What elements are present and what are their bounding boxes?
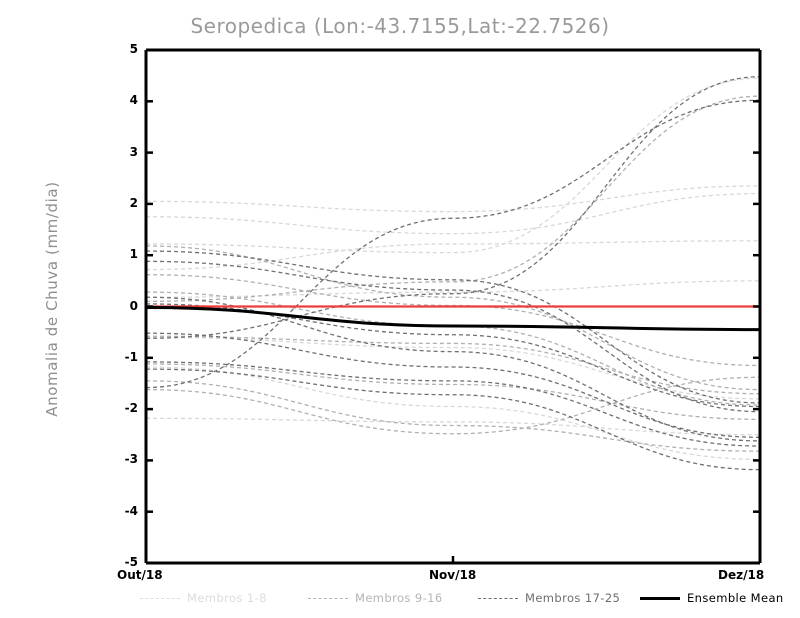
member-line: [146, 380, 760, 452]
y-tick-label: 0: [129, 298, 138, 313]
chart-title: Seropedica (Lon:-43.7155,Lat:-22.7526): [190, 14, 610, 38]
legend-item: Membros 1-8: [140, 589, 267, 607]
legend-item: Ensemble Mean: [640, 589, 784, 607]
member-line: [146, 417, 760, 436]
legend-label: Membros 9-16: [355, 591, 443, 605]
member-line: [146, 303, 760, 408]
y-tick-label: -2: [124, 401, 138, 416]
legend-line-swatch: [140, 597, 180, 599]
y-tick-label: 5: [129, 42, 138, 56]
member-line: [146, 250, 760, 404]
member-line: [146, 240, 760, 271]
chart-legend: Membros 1-8 Membros 9-16 Membros 17-25 Ense…: [140, 589, 800, 607]
member-line: [146, 280, 760, 298]
x-tick-label: Dez/18: [718, 568, 765, 582]
member-line: [146, 274, 760, 367]
member-line: [146, 368, 760, 471]
member-line: [146, 260, 760, 413]
member-line: [146, 77, 760, 254]
legend-item: Membros 17-25: [478, 589, 620, 607]
legend-line-swatch: [308, 597, 348, 599]
x-tick-label: Nov/18: [429, 568, 477, 582]
legend-line-swatch: [478, 597, 518, 599]
member-line: [146, 363, 760, 421]
legend-label: Ensemble Mean: [687, 591, 784, 605]
y-tick-label: -3: [124, 452, 138, 467]
member-line: [146, 335, 760, 395]
member-line: [146, 76, 760, 339]
legend-label: Membros 17-25: [525, 591, 621, 605]
member-line: [146, 376, 760, 435]
legend-line-swatch: [640, 596, 680, 600]
member-line: [146, 336, 760, 400]
y-tick-label: 1: [129, 247, 138, 262]
ensemble-mean-line: [146, 306, 760, 332]
member-line: [146, 332, 760, 438]
member-line: [146, 366, 760, 461]
legend-item: Membros 9-16: [308, 589, 443, 607]
y-tick-label: -5: [124, 555, 138, 569]
y-tick-label: 4: [129, 93, 138, 108]
y-tick-label: 2: [129, 195, 138, 210]
member-line: [146, 95, 760, 303]
x-tick-label: Out/18: [117, 568, 163, 582]
y-tick-label: -4: [124, 503, 138, 518]
y-tick-label: -1: [124, 349, 138, 364]
member-line: [146, 192, 760, 235]
legend-label: Membros 1-8: [187, 591, 267, 605]
axes-frame: [144, 48, 762, 565]
member-line: [146, 361, 760, 447]
y-tick-label: 3: [129, 144, 138, 159]
member-line: [146, 185, 760, 213]
series-group: [146, 76, 760, 471]
